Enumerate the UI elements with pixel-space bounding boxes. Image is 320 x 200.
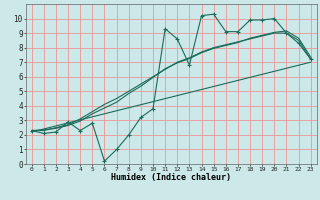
X-axis label: Humidex (Indice chaleur): Humidex (Indice chaleur) xyxy=(111,173,231,182)
